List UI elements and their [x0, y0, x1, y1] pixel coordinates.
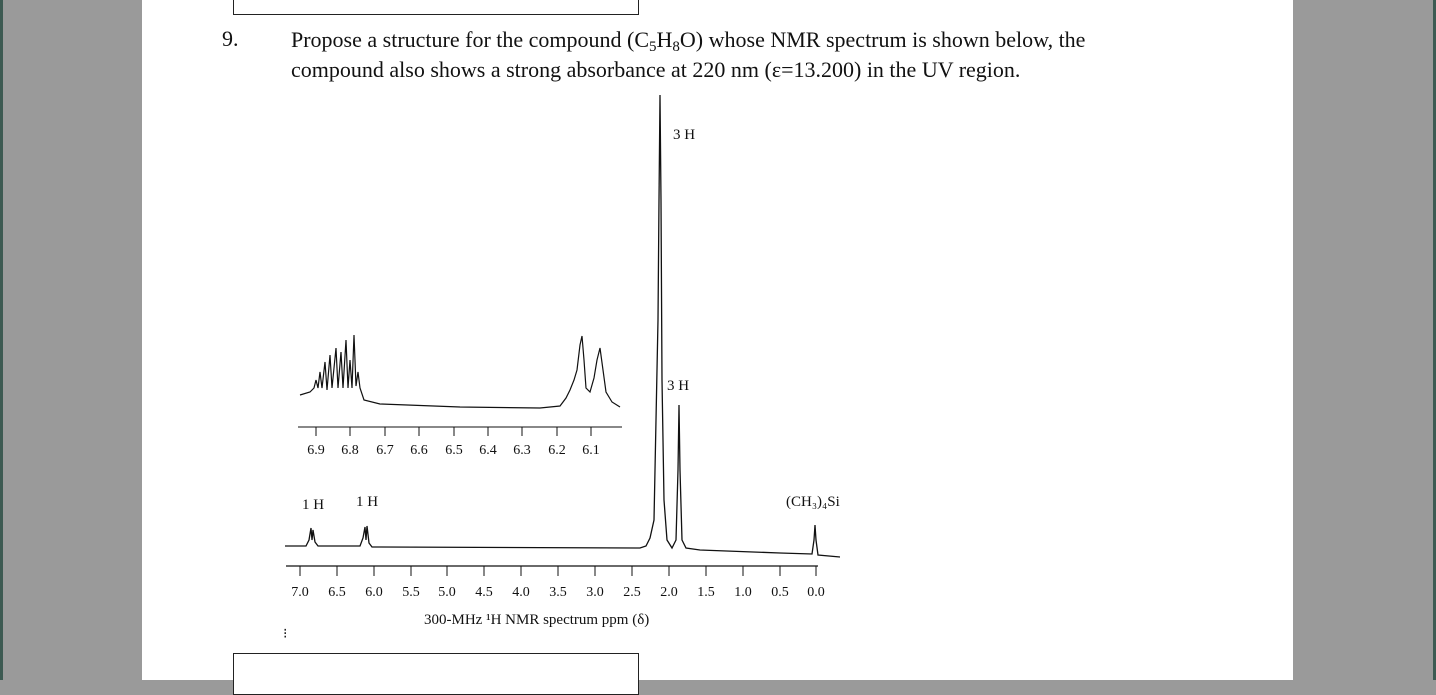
- tick-label: 7.0: [291, 585, 309, 600]
- answer-box-previous[interactable]: [233, 0, 639, 15]
- peak-label-1h-a: 1 H: [302, 497, 324, 513]
- tick-label: 4.0: [512, 585, 530, 600]
- peak-label-3h-large: 3 H: [673, 127, 695, 143]
- inset-axis-tick-labels: 6.9 6.8 6.7 6.6 6.5 6.4 6.3 6.2 6.1: [307, 443, 600, 458]
- peak-label-tms: (CH₃)₄Si: [786, 494, 840, 510]
- inset-tick-label: 6.1: [582, 443, 600, 458]
- window-edge-left: [0, 0, 3, 680]
- question-text: Propose a structure for the compound (C5…: [291, 25, 1251, 85]
- x-axis-label: 300-MHz ¹H NMR spectrum ppm (δ): [424, 612, 649, 628]
- inset-tick-label: 6.7: [376, 443, 394, 458]
- tick-label: 0.5: [771, 585, 789, 600]
- tick-label: 5.5: [402, 585, 420, 600]
- nmr-spectrum: 7.0 6.5 6.0 5.5 5.0 4.5 4.0 3.5 3.0 2.5 …: [283, 94, 841, 642]
- inset-tick-label: 6.9: [307, 443, 325, 458]
- main-spectrum-trace: [285, 94, 841, 558]
- document-page: [142, 0, 1293, 680]
- inset-tick-label: 6.4: [479, 443, 497, 458]
- inset-tick-label: 6.8: [341, 443, 359, 458]
- tick-label: 1.0: [734, 585, 752, 600]
- tick-label: 6.0: [365, 585, 383, 600]
- question-number: 9.: [222, 26, 239, 51]
- tick-label: 2.5: [623, 585, 641, 600]
- tick-label: 5.0: [438, 585, 456, 600]
- tick-label: 3.0: [586, 585, 604, 600]
- main-axis-ticks: [299, 566, 817, 576]
- tick-label: 2.0: [660, 585, 678, 600]
- peak-label-1h-b: 1 H: [356, 494, 378, 510]
- question-line-1: Propose a structure for the compound (C5…: [291, 27, 1086, 55]
- tick-label: 3.5: [549, 585, 567, 600]
- tick-label: 1.5: [697, 585, 715, 600]
- peak-label-3h: 3 H: [667, 378, 689, 394]
- tick-label: 4.5: [475, 585, 493, 600]
- inset-tick-label: 6.3: [513, 443, 531, 458]
- tick-label: 6.5: [328, 585, 346, 600]
- tick-label: 0.0: [807, 585, 825, 600]
- question-line-2: compound also shows a strong absorbance …: [291, 57, 1021, 82]
- window-edge-right: [1433, 0, 1436, 680]
- main-axis-tick-labels: 7.0 6.5 6.0 5.5 5.0 4.5 4.0 3.5 3.0 2.5 …: [291, 585, 825, 600]
- inset-tick-label: 6.6: [410, 443, 428, 458]
- inset-tick-label: 6.5: [445, 443, 463, 458]
- inset-spectrum-trace: [299, 334, 621, 409]
- stray-mark: ⁝: [283, 627, 287, 642]
- inset-axis-ticks: [315, 427, 592, 436]
- inset-tick-label: 6.2: [548, 443, 566, 458]
